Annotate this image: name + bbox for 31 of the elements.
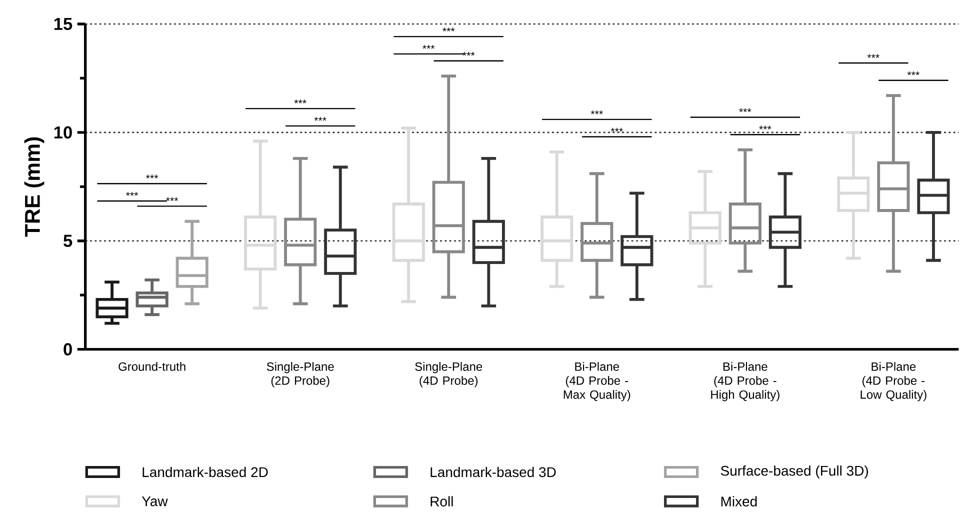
x-tick-label: Single-Plane (2D Probe) xyxy=(266,362,334,388)
x-tick-label: Bi-Plane (4D Probe - Max Quality) xyxy=(564,362,630,402)
annotation: *** xyxy=(146,174,158,178)
legend-label: Surface-based (Full 3D) xyxy=(720,465,868,479)
legend-label: Mixed xyxy=(721,496,757,506)
annotation: *** xyxy=(422,44,435,49)
annotation: *** xyxy=(442,28,455,32)
x-tick-label: Single-Plane (4D Probe) xyxy=(415,362,482,388)
annotation: *** xyxy=(867,54,880,58)
y-axis-title: TRE (mm) xyxy=(24,137,44,237)
x-tick-label: Ground-truth xyxy=(118,362,186,371)
annotation: *** xyxy=(759,126,772,130)
y-tick-label: 0 xyxy=(64,343,72,356)
y-tick-label: 5 xyxy=(64,234,72,247)
annotation: *** xyxy=(462,52,475,56)
annotation: *** xyxy=(739,108,752,112)
annotation: *** xyxy=(294,100,306,104)
legend-label: Landmark-based 2D xyxy=(142,466,268,478)
x-tick-label: Bi-Plane (4D Probe - High Quality) xyxy=(711,362,780,402)
annotation: *** xyxy=(610,128,623,132)
x-tick-label: Bi-Plane (4D Probe - Low Quality) xyxy=(860,362,926,402)
y-tick-label: 15 xyxy=(54,18,72,30)
annotation: *** xyxy=(907,71,920,76)
legend-label: Roll xyxy=(430,496,453,506)
annotation: *** xyxy=(590,110,603,114)
annotation: *** xyxy=(126,192,138,196)
legend-label: Yaw xyxy=(142,496,168,506)
y-tick-label: 10 xyxy=(54,126,72,139)
annotation: *** xyxy=(314,116,326,121)
annotation: *** xyxy=(166,197,178,201)
legend-label: Landmark-based 3D xyxy=(430,466,556,478)
